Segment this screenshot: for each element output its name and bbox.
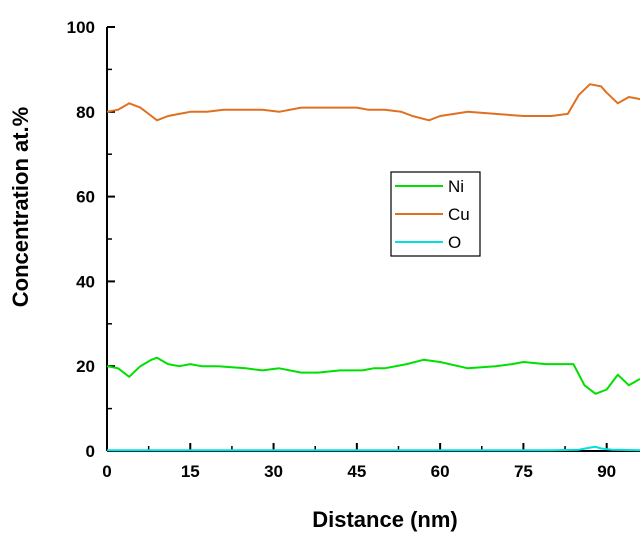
x-tick-label: 0 [102,462,111,481]
y-tick-label: 0 [86,442,95,461]
y-axis-ticks [107,26,115,452]
y-tick-label: 60 [76,188,95,207]
y-axis-title: Concentration at.% [8,107,33,307]
legend-label-ni: Ni [448,177,464,196]
legend-label-cu: Cu [448,205,470,224]
x-tick-label: 90 [597,462,616,481]
x-tick-label: 60 [431,462,450,481]
y-axis-tick-labels: 0 20 40 60 80 100 [67,18,95,461]
y-tick-label: 100 [67,18,95,37]
series-line-ni [106,356,640,395]
legend: Ni Cu O [390,171,481,257]
series-line-cu [106,83,640,122]
series-lines [106,83,640,452]
y-tick-label: 20 [76,357,95,376]
x-tick-label: 30 [264,462,283,481]
series-line-o [107,445,640,452]
x-axis-tick-labels: 0 15 30 45 60 75 90 [102,462,616,481]
legend-label-o: O [448,233,461,252]
x-tick-label: 45 [347,462,366,481]
x-axis-title: Distance (nm) [312,507,457,532]
x-tick-label: 15 [181,462,200,481]
y-tick-label: 80 [76,103,95,122]
x-tick-label: 75 [514,462,533,481]
y-tick-label: 40 [76,272,95,291]
